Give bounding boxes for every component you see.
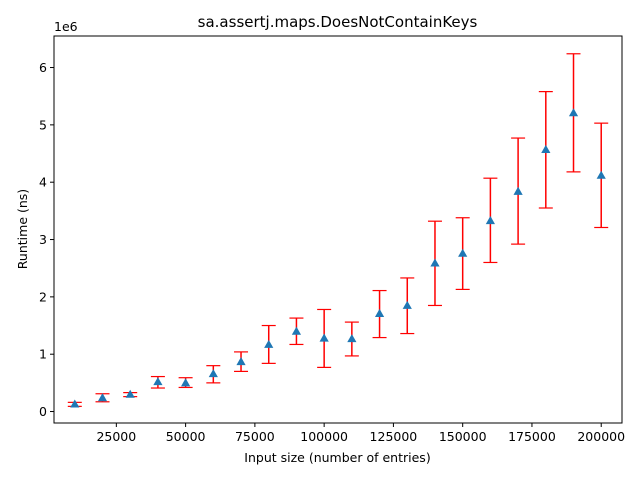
data-point-triangle — [153, 377, 163, 386]
chart-title: sa.assertj.maps.DoesNotContainKeys — [198, 13, 478, 31]
data-point-triangle — [319, 333, 329, 342]
data-point-triangle — [264, 339, 274, 348]
data-point-triangle — [568, 108, 579, 117]
data-point-triangle — [596, 170, 606, 179]
x-tick-label: 75000 — [235, 429, 275, 444]
x-axis-label: Input size (number of entries) — [244, 450, 430, 465]
data-point-triangle — [347, 334, 357, 343]
x-tick-label: 25000 — [96, 429, 136, 444]
data-point-triangle — [541, 144, 551, 153]
plot-frame — [53, 35, 623, 424]
data-point-triangle — [125, 389, 135, 398]
data-point-triangle — [374, 308, 385, 317]
y-tick-label: 2 — [39, 289, 47, 304]
x-tick-label: 50000 — [166, 429, 206, 444]
y-tick-label: 3 — [39, 232, 47, 247]
y-tick-label: 0 — [39, 404, 47, 419]
y-tick-label: 5 — [39, 117, 47, 132]
x-tick-label: 100000 — [300, 429, 348, 444]
data-point-triangle — [70, 399, 80, 408]
x-tick-label: 150000 — [439, 429, 487, 444]
data-point-triangle — [208, 369, 218, 378]
y-tick-label: 4 — [39, 175, 47, 190]
y-tick-label: 6 — [39, 60, 47, 75]
data-point-triangle — [485, 216, 495, 225]
x-tick-label: 125000 — [370, 429, 418, 444]
y-axis-ticks: 0 1 2 3 4 5 6 — [39, 60, 54, 419]
data-point-triangle — [430, 258, 440, 267]
x-tick-label: 200000 — [577, 429, 625, 444]
data-point-triangle — [291, 326, 302, 335]
y-tick-label: 1 — [39, 347, 47, 362]
x-tick-label: 175000 — [508, 429, 556, 444]
x-axis-ticks: 25000 50000 75000 100000 125000 150000 175000 2… — [96, 423, 625, 444]
data-markers — [70, 108, 606, 408]
y-axis-label: Runtime (ns) — [15, 189, 30, 269]
data-point-triangle — [97, 393, 108, 402]
data-point-triangle — [181, 378, 191, 387]
y-offset-label: 1e6 — [54, 19, 78, 34]
data-point-triangle — [458, 248, 468, 257]
data-point-triangle — [402, 300, 412, 309]
data-point-triangle — [513, 186, 523, 195]
data-point-triangle — [236, 357, 246, 366]
